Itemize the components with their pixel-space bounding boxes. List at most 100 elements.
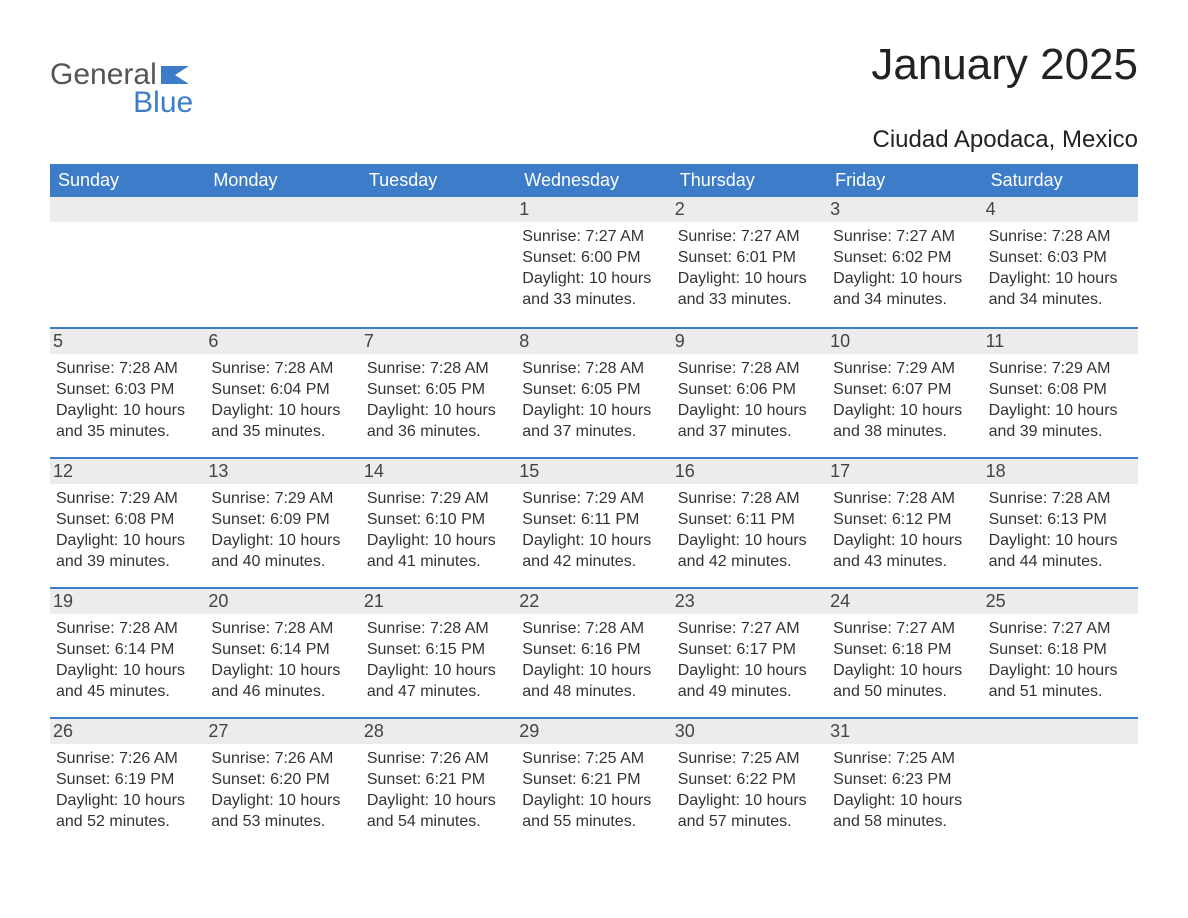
day-cell: 17Sunrise: 7:28 AMSunset: 6:12 PMDayligh… (827, 459, 982, 587)
day-number: 31 (827, 719, 982, 744)
day-cell: 3Sunrise: 7:27 AMSunset: 6:02 PMDaylight… (827, 197, 982, 327)
daylight-text-1: Daylight: 10 hours (367, 530, 510, 551)
sunset-text: Sunset: 6:03 PM (56, 379, 199, 400)
day-number: 27 (205, 719, 360, 744)
sunset-text: Sunset: 6:00 PM (522, 247, 665, 268)
dow-thursday: Thursday (672, 164, 827, 197)
sunset-text: Sunset: 6:16 PM (522, 639, 665, 660)
day-number: 29 (516, 719, 671, 744)
daylight-text-1: Daylight: 10 hours (211, 660, 354, 681)
day-cell (205, 197, 360, 327)
sunset-text: Sunset: 6:04 PM (211, 379, 354, 400)
sunrise-text: Sunrise: 7:25 AM (833, 748, 976, 769)
daylight-text-2: and 42 minutes. (678, 551, 821, 572)
sunset-text: Sunset: 6:06 PM (678, 379, 821, 400)
daylight-text-1: Daylight: 10 hours (833, 400, 976, 421)
day-cell: 16Sunrise: 7:28 AMSunset: 6:11 PMDayligh… (672, 459, 827, 587)
daylight-text-2: and 51 minutes. (989, 681, 1132, 702)
day-number: 6 (205, 329, 360, 354)
daylight-text-2: and 43 minutes. (833, 551, 976, 572)
sunrise-text: Sunrise: 7:26 AM (367, 748, 510, 769)
day-cell: 20Sunrise: 7:28 AMSunset: 6:14 PMDayligh… (205, 589, 360, 717)
day-number: 28 (361, 719, 516, 744)
sunrise-text: Sunrise: 7:27 AM (678, 226, 821, 247)
sunset-text: Sunset: 6:08 PM (56, 509, 199, 530)
month-title: January 2025 (871, 40, 1138, 90)
calendar: Sunday Monday Tuesday Wednesday Thursday… (50, 164, 1138, 847)
day-cell: 13Sunrise: 7:29 AMSunset: 6:09 PMDayligh… (205, 459, 360, 587)
day-cell: 8Sunrise: 7:28 AMSunset: 6:05 PMDaylight… (516, 329, 671, 457)
sunset-text: Sunset: 6:21 PM (522, 769, 665, 790)
sunrise-text: Sunrise: 7:27 AM (522, 226, 665, 247)
dow-wednesday: Wednesday (516, 164, 671, 197)
sunset-text: Sunset: 6:10 PM (367, 509, 510, 530)
sunrise-text: Sunrise: 7:25 AM (678, 748, 821, 769)
sunset-text: Sunset: 6:13 PM (989, 509, 1132, 530)
sunset-text: Sunset: 6:18 PM (989, 639, 1132, 660)
day-number: 3 (827, 197, 982, 222)
day-number: 18 (983, 459, 1138, 484)
day-cell: 2Sunrise: 7:27 AMSunset: 6:01 PMDaylight… (672, 197, 827, 327)
daylight-text-1: Daylight: 10 hours (56, 530, 199, 551)
week-row: 1Sunrise: 7:27 AMSunset: 6:00 PMDaylight… (50, 197, 1138, 327)
daylight-text-1: Daylight: 10 hours (367, 400, 510, 421)
daylight-text-2: and 44 minutes. (989, 551, 1132, 572)
sunset-text: Sunset: 6:03 PM (989, 247, 1132, 268)
day-number: 20 (205, 589, 360, 614)
daylight-text-2: and 35 minutes. (211, 421, 354, 442)
daylight-text-2: and 33 minutes. (678, 289, 821, 310)
location: Ciudad Apodaca, Mexico (50, 126, 1138, 154)
daylight-text-2: and 47 minutes. (367, 681, 510, 702)
day-number: 10 (827, 329, 982, 354)
sunrise-text: Sunrise: 7:29 AM (833, 358, 976, 379)
day-number: 5 (50, 329, 205, 354)
day-number: 15 (516, 459, 671, 484)
dow-tuesday: Tuesday (361, 164, 516, 197)
daylight-text-1: Daylight: 10 hours (56, 400, 199, 421)
daylight-text-1: Daylight: 10 hours (522, 660, 665, 681)
day-number: 9 (672, 329, 827, 354)
sunset-text: Sunset: 6:12 PM (833, 509, 976, 530)
daylight-text-2: and 34 minutes. (989, 289, 1132, 310)
sunrise-text: Sunrise: 7:26 AM (56, 748, 199, 769)
week-row: 5Sunrise: 7:28 AMSunset: 6:03 PMDaylight… (50, 327, 1138, 457)
daylight-text-2: and 58 minutes. (833, 811, 976, 832)
daylight-text-2: and 53 minutes. (211, 811, 354, 832)
sunrise-text: Sunrise: 7:25 AM (522, 748, 665, 769)
sunset-text: Sunset: 6:01 PM (678, 247, 821, 268)
day-cell: 12Sunrise: 7:29 AMSunset: 6:08 PMDayligh… (50, 459, 205, 587)
daylight-text-2: and 57 minutes. (678, 811, 821, 832)
day-number: 12 (50, 459, 205, 484)
sunrise-text: Sunrise: 7:27 AM (989, 618, 1132, 639)
daylight-text-1: Daylight: 10 hours (833, 790, 976, 811)
sunrise-text: Sunrise: 7:28 AM (522, 358, 665, 379)
daylight-text-2: and 55 minutes. (522, 811, 665, 832)
day-cell (983, 719, 1138, 847)
day-cell: 23Sunrise: 7:27 AMSunset: 6:17 PMDayligh… (672, 589, 827, 717)
daylight-text-2: and 35 minutes. (56, 421, 199, 442)
day-number: 19 (50, 589, 205, 614)
sunset-text: Sunset: 6:09 PM (211, 509, 354, 530)
daylight-text-1: Daylight: 10 hours (522, 790, 665, 811)
day-cell: 5Sunrise: 7:28 AMSunset: 6:03 PMDaylight… (50, 329, 205, 457)
day-number: 11 (983, 329, 1138, 354)
day-cell: 1Sunrise: 7:27 AMSunset: 6:00 PMDaylight… (516, 197, 671, 327)
daylight-text-1: Daylight: 10 hours (678, 660, 821, 681)
sunset-text: Sunset: 6:20 PM (211, 769, 354, 790)
day-cell: 4Sunrise: 7:28 AMSunset: 6:03 PMDaylight… (983, 197, 1138, 327)
sunset-text: Sunset: 6:02 PM (833, 247, 976, 268)
sunset-text: Sunset: 6:21 PM (367, 769, 510, 790)
daylight-text-2: and 37 minutes. (522, 421, 665, 442)
daylight-text-2: and 36 minutes. (367, 421, 510, 442)
week-row: 19Sunrise: 7:28 AMSunset: 6:14 PMDayligh… (50, 587, 1138, 717)
daylight-text-2: and 46 minutes. (211, 681, 354, 702)
sunrise-text: Sunrise: 7:28 AM (989, 226, 1132, 247)
sunset-text: Sunset: 6:14 PM (211, 639, 354, 660)
day-cell: 19Sunrise: 7:28 AMSunset: 6:14 PMDayligh… (50, 589, 205, 717)
daylight-text-2: and 49 minutes. (678, 681, 821, 702)
sunrise-text: Sunrise: 7:27 AM (833, 226, 976, 247)
day-cell: 6Sunrise: 7:28 AMSunset: 6:04 PMDaylight… (205, 329, 360, 457)
day-number: 17 (827, 459, 982, 484)
daylight-text-2: and 45 minutes. (56, 681, 199, 702)
sunset-text: Sunset: 6:15 PM (367, 639, 510, 660)
